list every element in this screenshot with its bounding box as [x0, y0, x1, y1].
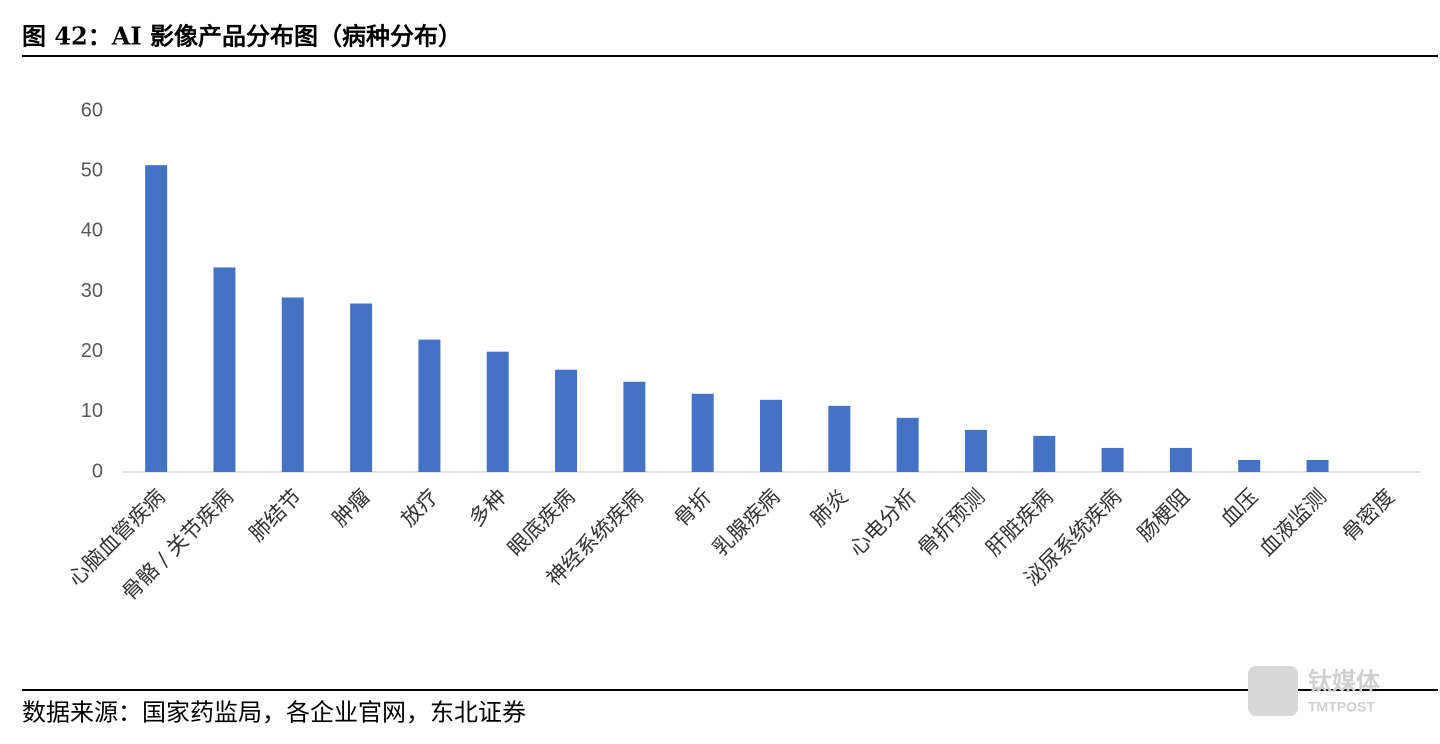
y-tick-label: 0	[92, 460, 103, 482]
x-tick-label: 骨密度	[1338, 484, 1400, 546]
watermark-text: 钛媒体	[1308, 668, 1381, 695]
bar	[1306, 459, 1329, 472]
x-tick-label: 肺炎	[806, 484, 853, 531]
bar	[691, 393, 714, 472]
y-tick-label: 40	[81, 220, 103, 242]
x-tick-label: 血液监测	[1255, 484, 1331, 560]
y-tick-label: 60	[81, 99, 103, 121]
x-tick-label: 肿瘤	[328, 484, 375, 531]
bar	[486, 351, 509, 472]
y-tick-label: 10	[81, 400, 103, 422]
bar	[828, 405, 851, 472]
bar	[350, 303, 373, 472]
x-tick-label: 肺结节	[245, 484, 307, 546]
bar	[1238, 459, 1261, 472]
bar	[623, 381, 646, 472]
y-tick-label: 30	[81, 280, 103, 302]
bar	[145, 165, 168, 472]
chart-title: 图 42：AI 影像产品分布图（病种分布）	[22, 22, 462, 51]
y-tick-label: 50	[81, 159, 103, 181]
x-tick-label: 心电分析	[845, 484, 921, 560]
x-tick-label: 多种	[464, 484, 511, 531]
x-tick-label: 骨折预测	[913, 484, 989, 560]
bar	[964, 429, 987, 472]
bar	[281, 297, 304, 472]
watermark-logo	[1248, 666, 1298, 716]
bar	[1169, 447, 1192, 472]
x-tick-label: 骨折	[669, 484, 716, 531]
bar	[1101, 447, 1124, 472]
x-tick-label: 肠梗阻	[1133, 484, 1195, 546]
watermark-text: TMTPOST	[1308, 699, 1375, 715]
x-tick-label: 放疗	[396, 484, 443, 531]
y-tick-label: 20	[81, 340, 103, 362]
bar	[760, 399, 782, 472]
bar	[555, 369, 578, 472]
x-tick-label: 血压	[1216, 484, 1263, 531]
bar	[418, 339, 441, 472]
bar	[896, 417, 919, 472]
source-note: 数据来源：国家药监局，各企业官网，东北证券	[22, 699, 526, 727]
x-tick-label: 乳腺疾病	[708, 484, 784, 560]
bar	[1033, 435, 1056, 472]
bar	[213, 267, 236, 472]
